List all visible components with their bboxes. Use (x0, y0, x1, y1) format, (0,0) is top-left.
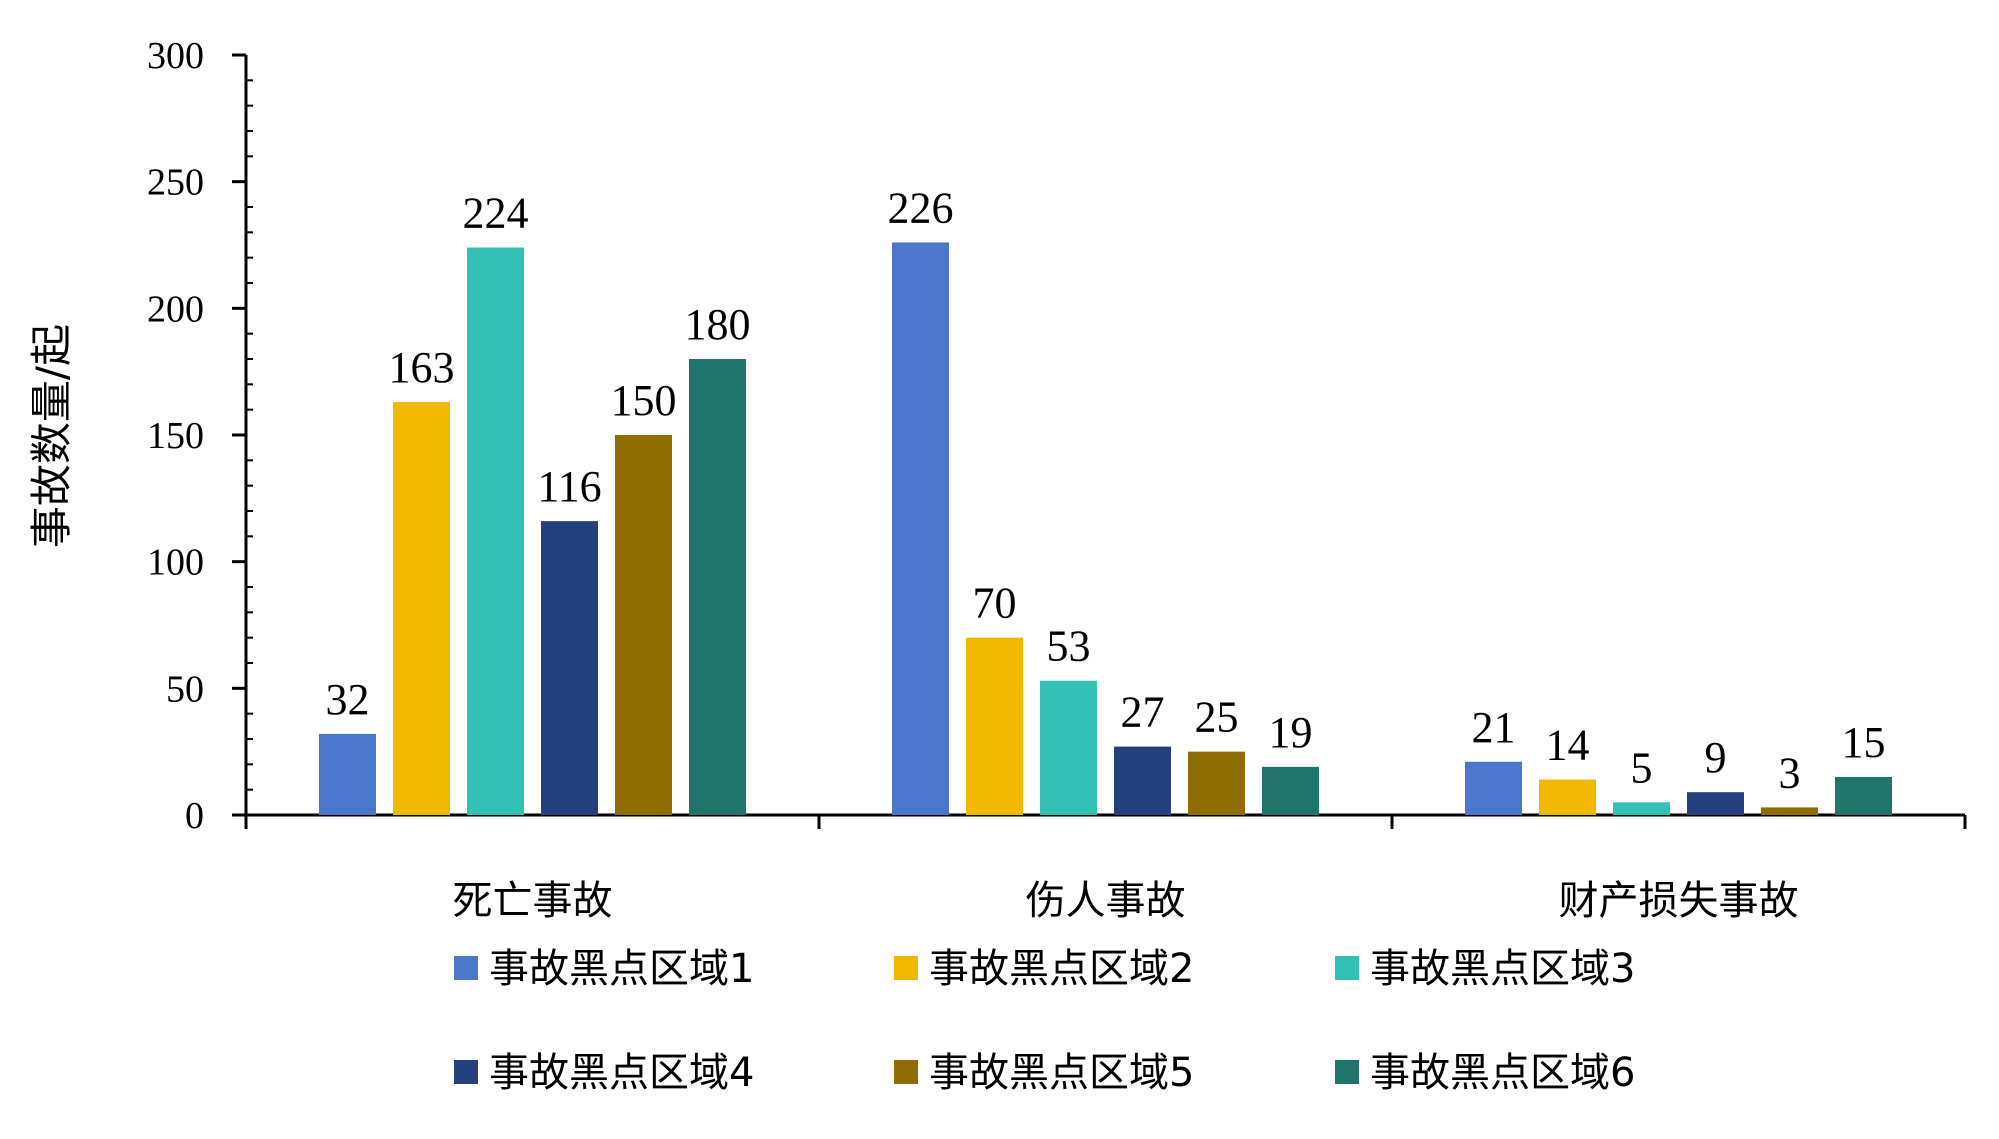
bar (1539, 779, 1596, 815)
bar (1262, 766, 1319, 815)
bar (1040, 680, 1097, 815)
bar (966, 637, 1023, 815)
legend-item: 事故黑点区域1 (454, 946, 754, 992)
bar (393, 402, 450, 815)
bar-value-label: 25 (1195, 693, 1239, 742)
y-axis-title: 事故数量/起 (27, 324, 76, 548)
x-category-label: 死亡事故 (453, 878, 613, 924)
legend-label: 事故黑点区域1 (489, 946, 754, 992)
bar (892, 242, 949, 815)
bar-value-label: 116 (537, 462, 601, 511)
legend-swatch (1335, 1060, 1359, 1084)
bar (615, 435, 672, 815)
bar-value-label: 224 (463, 189, 529, 238)
bar-value-label: 15 (1842, 718, 1886, 767)
bar-value-label: 27 (1121, 688, 1165, 737)
y-tick-label: 50 (166, 668, 204, 710)
bar (1188, 751, 1245, 815)
legend-label: 事故黑点区域6 (1370, 1050, 1635, 1096)
legend-item: 事故黑点区域5 (894, 1050, 1194, 1096)
bar (1687, 792, 1744, 815)
bar (467, 247, 524, 816)
bar (541, 521, 598, 815)
bar-value-label: 53 (1047, 622, 1091, 671)
y-tick-label: 300 (147, 35, 204, 77)
legend-label: 事故黑点区域3 (1370, 946, 1635, 992)
legend-item: 事故黑点区域2 (894, 946, 1194, 992)
bar (689, 359, 746, 815)
legend-swatch (894, 956, 918, 980)
legend-swatch (894, 1060, 918, 1084)
bar-value-label: 5 (1631, 743, 1653, 792)
legend-item: 事故黑点区域4 (454, 1050, 754, 1096)
x-category-label: 财产损失事故 (1559, 878, 1799, 924)
bar-value-label: 150 (611, 376, 677, 425)
legend-swatch (454, 1060, 478, 1084)
bar-value-label: 19 (1269, 708, 1313, 757)
x-axis: 死亡事故 伤人事故 财产损失事故 (244, 813, 1967, 924)
bar-value-label: 163 (389, 343, 455, 392)
legend: 事故黑点区域1 事故黑点区域2 事故黑点区域3 事故黑点区域4 事故黑点区域5 事故黑点区… (454, 946, 1635, 1096)
bar (1613, 802, 1670, 815)
bar-value-label: 3 (1779, 748, 1801, 797)
legend-swatch (454, 956, 478, 980)
bar-value-label: 9 (1705, 733, 1727, 782)
bar (1761, 807, 1818, 815)
bar (1835, 777, 1892, 815)
bar (1465, 761, 1522, 815)
legend-label: 事故黑点区域5 (929, 1050, 1194, 1096)
y-axis: 0 50 100 150 200 250 300 (147, 35, 253, 837)
bar (1114, 746, 1171, 815)
x-category-label: 伤人事故 (1026, 878, 1186, 924)
y-tick-label: 200 (147, 288, 204, 330)
bar-value-label: 70 (973, 579, 1017, 628)
legend-label: 事故黑点区域4 (489, 1050, 754, 1096)
bar (319, 733, 376, 815)
y-tick-label: 150 (147, 415, 204, 457)
bar-value-label: 14 (1546, 721, 1590, 770)
bar-value-label: 226 (888, 183, 954, 232)
bars (319, 242, 1892, 816)
legend-swatch (1335, 956, 1359, 980)
y-tick-label: 0 (185, 795, 204, 837)
bar-value-label: 180 (685, 300, 751, 349)
bar-value-label: 21 (1472, 703, 1516, 752)
y-tick-label: 100 (147, 542, 204, 584)
legend-item: 事故黑点区域6 (1335, 1050, 1635, 1096)
y-tick-label: 250 (147, 162, 204, 204)
legend-label: 事故黑点区域2 (929, 946, 1194, 992)
legend-item: 事故黑点区域3 (1335, 946, 1635, 992)
bar-value-label: 32 (326, 675, 370, 724)
